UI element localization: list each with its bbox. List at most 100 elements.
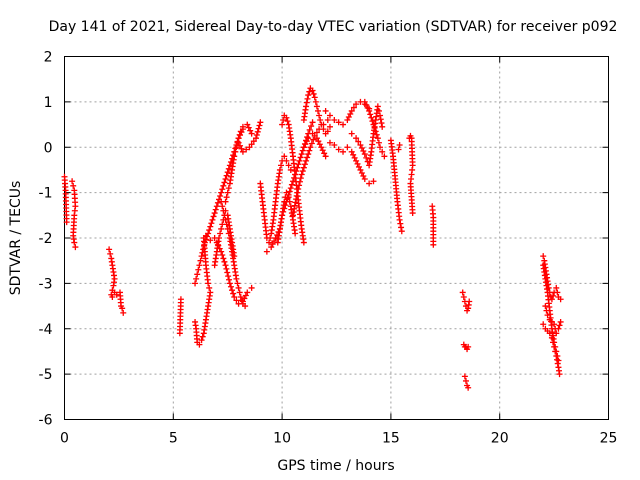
data-point — [300, 144, 307, 151]
data-point — [366, 107, 373, 114]
data-point — [220, 255, 227, 262]
data-point — [225, 185, 232, 192]
data-point — [213, 203, 220, 210]
data-point — [462, 377, 469, 384]
data-point — [306, 147, 313, 154]
data-point — [306, 88, 313, 95]
data-point — [409, 210, 416, 217]
data-point — [198, 253, 205, 260]
data-point — [253, 131, 260, 138]
data-point — [177, 296, 184, 303]
data-point — [224, 189, 231, 196]
data-point — [331, 117, 338, 124]
data-point — [310, 136, 317, 143]
data-point — [398, 228, 405, 235]
data-point — [318, 121, 325, 128]
y-tick-label: -3 — [39, 276, 53, 292]
data-point — [281, 198, 288, 205]
data-point — [233, 275, 240, 282]
data-point — [252, 135, 259, 142]
data-point — [233, 144, 240, 151]
data-point — [237, 142, 244, 149]
data-point — [335, 146, 342, 153]
data-point — [231, 153, 238, 160]
data-point — [300, 164, 307, 171]
y-tick-label: -1 — [39, 186, 53, 202]
data-point — [322, 153, 329, 160]
data-point — [542, 303, 549, 310]
data-point — [556, 371, 563, 378]
data-point — [219, 186, 226, 193]
y-tick-label: 1 — [44, 95, 53, 111]
data-point — [207, 289, 214, 296]
data-point — [234, 280, 241, 287]
data-point — [221, 179, 228, 186]
data-point — [324, 117, 331, 124]
y-tick-label: -5 — [39, 367, 53, 383]
data-point — [326, 112, 333, 119]
data-point — [553, 348, 560, 355]
data-point — [222, 198, 229, 205]
data-point — [347, 110, 354, 117]
data-point — [280, 117, 287, 124]
data-point — [279, 121, 286, 128]
data-point — [303, 138, 310, 145]
data-point — [555, 325, 562, 332]
data-point — [554, 289, 561, 296]
data-point — [310, 90, 317, 97]
data-point — [220, 216, 227, 223]
data-point — [360, 172, 367, 179]
data-point — [296, 182, 303, 189]
data-point — [363, 101, 370, 108]
data-points — [61, 85, 564, 391]
data-point — [351, 154, 358, 161]
data-point — [120, 309, 127, 316]
data-point — [350, 104, 357, 111]
data-point — [237, 128, 244, 135]
data-point — [331, 141, 338, 148]
data-point — [366, 180, 373, 187]
data-point — [244, 121, 251, 128]
data-point — [369, 118, 376, 125]
data-point — [113, 291, 120, 298]
data-point — [554, 352, 561, 359]
data-point — [219, 252, 226, 259]
data-point — [278, 162, 285, 169]
data-point — [348, 148, 355, 155]
data-point — [226, 280, 233, 287]
data-point — [554, 360, 561, 367]
data-point — [378, 120, 385, 127]
data-point — [231, 253, 238, 260]
data-point — [296, 157, 303, 164]
data-point — [322, 107, 329, 114]
data-point — [235, 284, 242, 291]
data-point — [71, 239, 78, 246]
data-point — [199, 249, 206, 256]
plot-frame — [64, 56, 609, 420]
data-point — [201, 239, 208, 246]
data-point — [348, 107, 355, 114]
data-point — [256, 122, 263, 129]
data-point — [295, 161, 302, 168]
data-point — [219, 203, 226, 210]
data-point — [299, 168, 306, 175]
data-point — [196, 341, 203, 348]
chart-title: Day 141 of 2021, Sidereal Day-to-day VTE… — [49, 19, 618, 35]
data-point — [208, 220, 215, 227]
data-point — [202, 236, 209, 243]
data-point — [552, 343, 559, 350]
data-point — [223, 265, 230, 272]
data-point — [227, 283, 234, 290]
x-tick-label: 5 — [169, 431, 178, 447]
data-point — [199, 333, 206, 340]
data-point — [205, 230, 212, 237]
data-point — [317, 117, 324, 124]
data-point — [370, 178, 377, 185]
data-point — [242, 292, 249, 299]
data-point — [206, 284, 213, 291]
data-point — [309, 130, 316, 137]
data-point — [379, 148, 386, 155]
data-point — [207, 237, 214, 244]
data-point — [257, 119, 264, 126]
